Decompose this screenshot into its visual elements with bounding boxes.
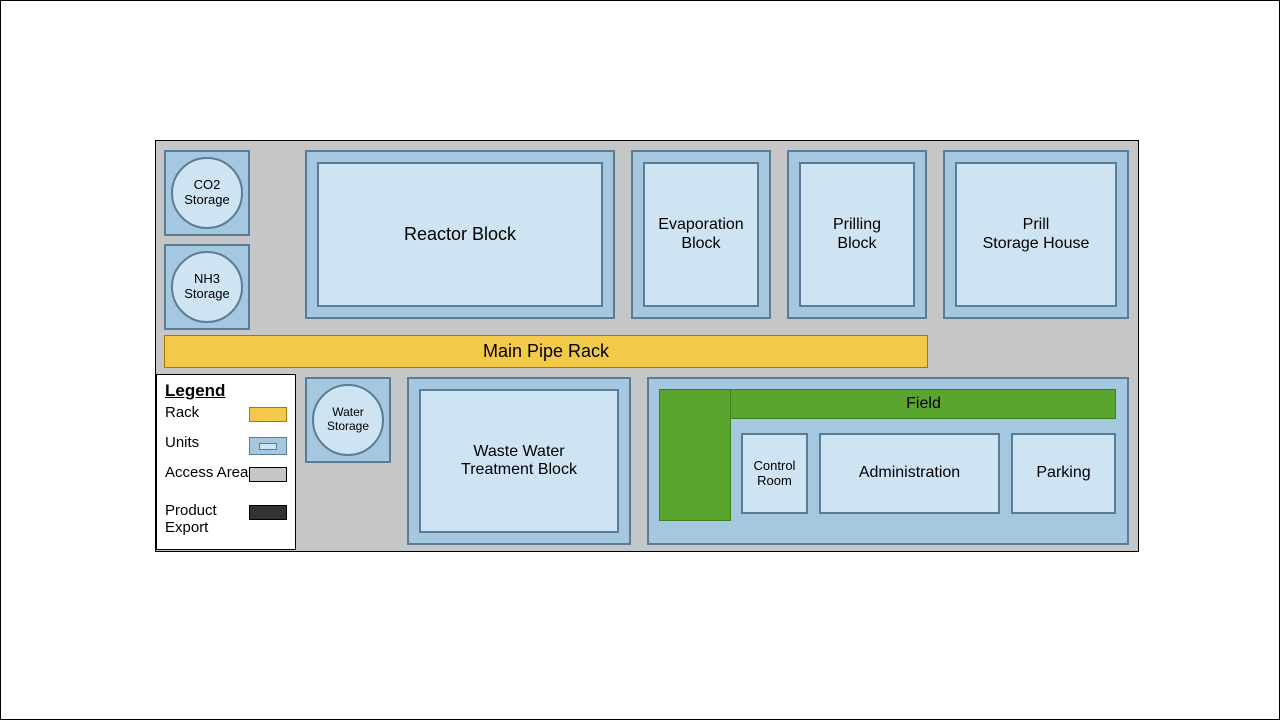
- page-frame: CO2 Storage NH3 Storage Reactor Block Evapo…: [0, 0, 1280, 720]
- legend-title: Legend: [165, 381, 225, 401]
- legend-row-2: Access Area: [157, 465, 295, 495]
- legend-row-3: Product Export: [157, 503, 295, 543]
- legend-swatch: [249, 437, 287, 455]
- unit-reactor-block-inner: Reactor Block: [317, 162, 603, 307]
- field-label: Field: [731, 389, 1116, 419]
- unit-co2-storage-inner: CO2 Storage: [171, 157, 243, 229]
- unit-waste-water-inner: Waste Water Treatment Block: [419, 389, 619, 533]
- legend-row-1: Units: [157, 435, 295, 465]
- legend-swatch-inner: [259, 443, 277, 450]
- unit-nh3-storage-inner: NH3 Storage: [171, 251, 243, 323]
- legend-row-label: Access Area: [165, 465, 248, 482]
- unit-water-storage-inner: Water Storage: [312, 384, 384, 456]
- legend-row-0: Rack: [157, 405, 295, 435]
- main-pipe-rack: Main Pipe Rack: [164, 335, 928, 368]
- legend-box: Legend Rack Units Access Area Product Export: [156, 374, 296, 550]
- legend-swatch: [249, 407, 287, 422]
- unit-control-room: Control Room: [741, 433, 808, 514]
- unit-parking: Parking: [1011, 433, 1116, 514]
- legend-row-label: Product Export: [165, 503, 217, 536]
- unit-evaporation-block-inner: Evaporation Block: [643, 162, 759, 307]
- field-shape-1: [659, 389, 731, 521]
- legend-swatch: [249, 505, 287, 520]
- main-pipe-rack-label: Main Pipe Rack: [483, 341, 609, 362]
- legend-row-label: Rack: [165, 405, 199, 422]
- unit-prilling-block-inner: Prilling Block: [799, 162, 915, 307]
- unit-prill-storage-house-inner: Prill Storage House: [955, 162, 1117, 307]
- legend-row-label: Units: [165, 435, 199, 452]
- legend-swatch: [249, 467, 287, 482]
- unit-administration: Administration: [819, 433, 1000, 514]
